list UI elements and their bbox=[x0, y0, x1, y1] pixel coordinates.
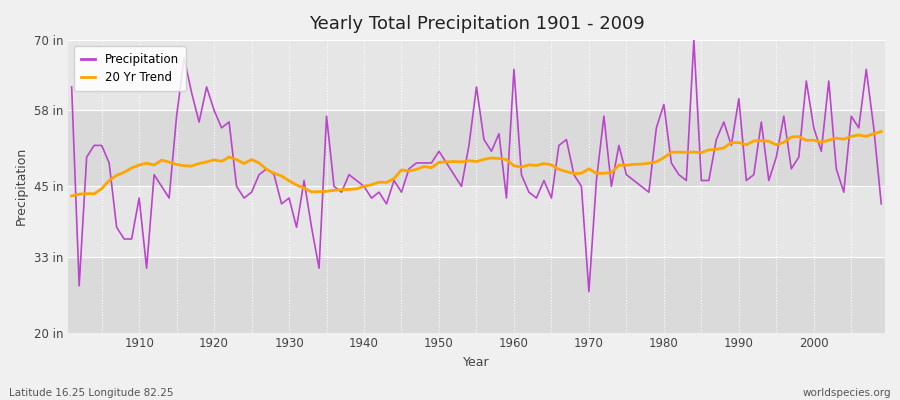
Line: 20 Yr Trend: 20 Yr Trend bbox=[72, 132, 881, 196]
20 Yr Trend bbox=[126, 166, 137, 170]
Bar bbox=[68, 256, 885, 332]
Precipitation bbox=[292, 225, 302, 230]
Text: worldspecies.org: worldspecies.org bbox=[803, 388, 891, 398]
Precipitation bbox=[126, 236, 137, 241]
Legend: Precipitation, 20 Yr Trend: Precipitation, 20 Yr Trend bbox=[74, 46, 185, 91]
Bar bbox=[68, 110, 885, 186]
Bar bbox=[68, 40, 885, 110]
20 Yr Trend bbox=[292, 182, 302, 187]
Line: Precipitation: Precipitation bbox=[72, 40, 881, 292]
Precipitation bbox=[876, 202, 886, 206]
Precipitation bbox=[336, 190, 346, 194]
Precipitation bbox=[688, 38, 699, 42]
Precipitation bbox=[67, 84, 77, 89]
Precipitation bbox=[501, 196, 512, 200]
X-axis label: Year: Year bbox=[464, 356, 490, 369]
Text: Latitude 16.25 Longitude 82.25: Latitude 16.25 Longitude 82.25 bbox=[9, 388, 174, 398]
20 Yr Trend bbox=[501, 157, 512, 162]
Precipitation bbox=[606, 184, 616, 189]
20 Yr Trend bbox=[876, 129, 886, 134]
20 Yr Trend bbox=[598, 171, 609, 176]
20 Yr Trend bbox=[67, 194, 77, 198]
Y-axis label: Precipitation: Precipitation bbox=[15, 147, 28, 226]
Title: Yearly Total Precipitation 1901 - 2009: Yearly Total Precipitation 1901 - 2009 bbox=[309, 15, 644, 33]
Precipitation bbox=[583, 289, 594, 294]
Bar bbox=[68, 186, 885, 256]
20 Yr Trend bbox=[508, 163, 519, 168]
20 Yr Trend bbox=[336, 187, 346, 192]
Precipitation bbox=[508, 67, 519, 72]
